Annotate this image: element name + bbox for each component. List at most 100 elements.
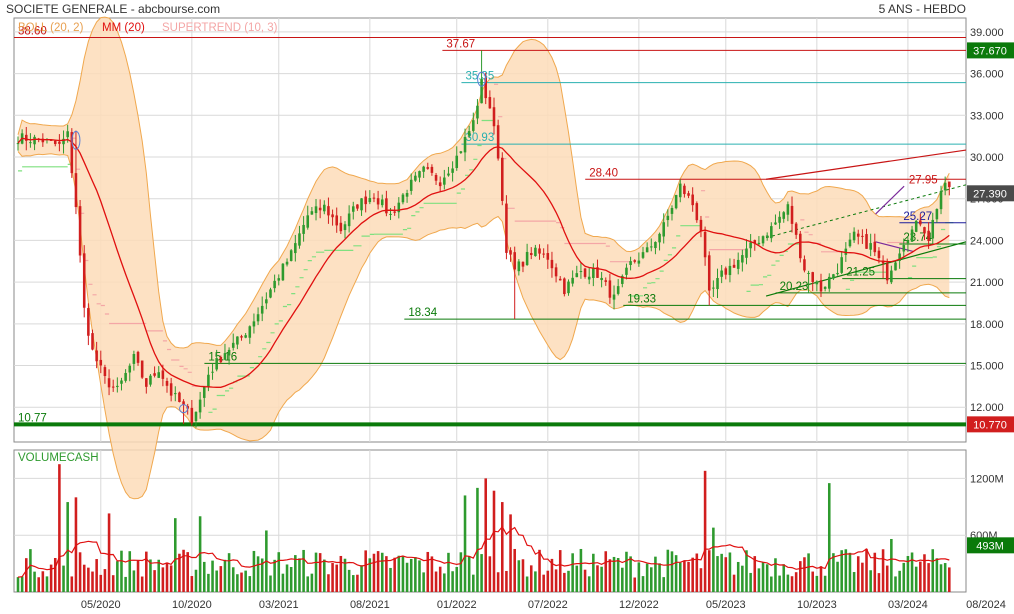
y-tick-label: 12.000 — [970, 402, 1004, 414]
y-tick-label: 24.000 — [970, 235, 1004, 247]
period-label: 5 ANS - HEBDO — [878, 2, 966, 16]
candle-body — [231, 342, 235, 348]
volume-bar — [695, 553, 699, 592]
candle-body — [120, 380, 123, 384]
price-badge-label: 27.390 — [973, 188, 1007, 200]
volume-bar — [128, 551, 132, 592]
candle-body — [765, 235, 769, 237]
volume-bar — [430, 556, 434, 592]
volume-bar — [91, 571, 94, 592]
volume-bar — [716, 556, 719, 592]
candle-body — [53, 140, 57, 145]
volume-bar — [256, 556, 260, 592]
volume-bar — [529, 565, 533, 592]
candle-body — [819, 280, 823, 292]
volume-bar — [202, 561, 206, 592]
volume-tick-label: 1200M — [970, 473, 1004, 485]
volume-bar — [45, 576, 49, 592]
volume-bar — [140, 576, 144, 592]
volume-bar — [401, 556, 405, 592]
level-label: 18.34 — [408, 307, 437, 319]
candle-body — [703, 231, 707, 258]
volume-bar — [157, 559, 161, 592]
volume-bar — [612, 556, 616, 592]
volume-bar — [116, 561, 119, 592]
trend-line — [765, 241, 967, 297]
candle-body — [496, 125, 500, 159]
x-tick-label: 05/2020 — [81, 599, 121, 611]
volume-bar — [496, 572, 500, 592]
candle-body — [914, 220, 918, 232]
candle-body — [927, 230, 930, 241]
volume-bar — [948, 567, 951, 592]
candle-body — [356, 204, 359, 209]
volume-bar — [832, 553, 835, 592]
candle-body — [616, 286, 620, 294]
volume-bar — [890, 538, 893, 592]
volume-bar — [592, 553, 595, 592]
level-label: 23.74 — [903, 232, 932, 244]
candle-body — [74, 173, 78, 208]
candle-body — [451, 168, 454, 173]
volume-bar — [302, 549, 305, 592]
volume-bar — [252, 550, 256, 592]
volume-bar — [654, 556, 657, 592]
volume-bar — [455, 567, 459, 592]
price-badge — [967, 416, 1014, 433]
candle-body — [741, 255, 744, 263]
candle-body — [861, 235, 864, 237]
candle-body — [848, 239, 852, 247]
volume-bar — [41, 571, 45, 592]
trend-line — [765, 184, 967, 239]
candle-body — [877, 250, 881, 259]
candle-body — [480, 79, 483, 104]
candle-body — [683, 185, 686, 195]
volume-bar — [645, 563, 649, 592]
candle-body — [405, 193, 409, 197]
volume-bar — [939, 564, 943, 592]
volume-bar — [161, 567, 165, 592]
candle-body — [207, 374, 210, 387]
candle-body — [174, 393, 177, 395]
level-label: 10.77 — [18, 412, 47, 424]
volume-bar — [678, 562, 682, 592]
candle-body — [99, 359, 103, 366]
volume-bar — [500, 502, 504, 592]
candle-body — [62, 138, 65, 145]
candle-body — [724, 268, 728, 275]
candle-body — [91, 333, 94, 350]
volume-bar — [447, 552, 450, 592]
candle-body — [583, 268, 587, 277]
candle-body — [190, 407, 194, 424]
candle-body — [786, 204, 790, 215]
candle-body — [285, 261, 289, 265]
candle-body — [592, 268, 595, 278]
candle-body — [294, 243, 297, 254]
candle-body — [736, 259, 740, 269]
candle-body — [49, 139, 53, 141]
volume-bar — [409, 558, 413, 592]
volume-bar — [16, 577, 20, 592]
volume-bar — [207, 573, 210, 592]
y-tick-label: 18.000 — [970, 319, 1004, 331]
volume-bar — [463, 495, 467, 592]
candle-body — [505, 203, 508, 253]
volume-bar — [107, 513, 111, 592]
volume-bar — [488, 556, 492, 592]
volume-bar — [898, 570, 901, 592]
volume-bar — [943, 563, 947, 592]
volume-bar — [761, 562, 765, 592]
level-label: 25.27 — [903, 211, 932, 223]
volume-bar — [774, 558, 777, 592]
marker-circle — [179, 404, 189, 414]
candle-body — [223, 353, 227, 360]
candle-body — [281, 263, 285, 281]
volume-bar — [550, 558, 554, 592]
candle-body — [385, 198, 388, 214]
volume-bar — [244, 570, 247, 592]
candle-body — [807, 272, 810, 274]
volume-bar — [521, 559, 525, 592]
candle-body — [521, 261, 525, 267]
volume-bar — [848, 552, 852, 592]
